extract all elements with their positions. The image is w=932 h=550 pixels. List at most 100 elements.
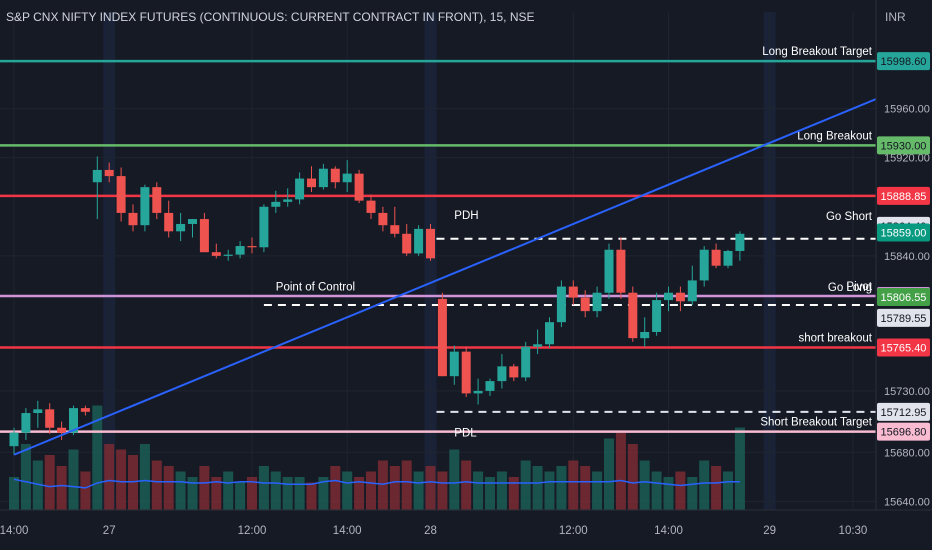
price-label-box — [877, 52, 930, 71]
annotation-label: Point of Control — [276, 281, 355, 293]
candle-body — [21, 413, 31, 433]
volume-bar — [485, 477, 495, 510]
candle-body — [188, 219, 197, 224]
candle-body — [354, 173, 364, 201]
volume-bar — [556, 466, 567, 510]
candle-body — [461, 351, 471, 394]
volume-bar — [294, 477, 305, 510]
volume-bar — [449, 449, 460, 510]
price-label-box — [877, 136, 930, 155]
candle-body — [711, 249, 721, 266]
trendline-layer[interactable] — [13, 80, 919, 456]
candle-body — [604, 249, 614, 293]
candle-body — [259, 206, 269, 248]
y-tick-label: 15920.00 — [884, 153, 930, 165]
candle-body — [640, 331, 650, 339]
candle-body — [580, 297, 590, 312]
volume-bar — [68, 449, 79, 510]
volume-bar — [20, 444, 31, 510]
volume-bar — [580, 466, 591, 510]
candle-body — [104, 169, 114, 177]
volume-bar — [175, 471, 186, 510]
level-name: Pivot — [846, 281, 872, 293]
candle-body — [330, 168, 340, 183]
candle-body — [45, 409, 55, 428]
price-label-text: 15998.60 — [881, 56, 927, 68]
candle-body — [33, 409, 43, 414]
volume-bar — [473, 471, 484, 510]
candle-body — [699, 249, 709, 281]
candle-body — [116, 176, 126, 213]
volume-bar — [151, 460, 162, 510]
volume-bar — [413, 471, 424, 510]
volume-bar — [199, 466, 210, 510]
volume-bar — [401, 460, 412, 510]
x-tick-label: 12:00 — [559, 525, 588, 537]
y-tick-label: 15840.00 — [884, 251, 930, 263]
candle-body — [735, 233, 745, 251]
volume-bar — [32, 460, 43, 510]
volume-bar — [342, 471, 353, 510]
price-label-text: 15930.00 — [881, 140, 927, 152]
volume-bar — [711, 466, 722, 510]
candle-body — [92, 169, 102, 183]
volume-bar — [425, 466, 436, 510]
x-tick-label: 12:00 — [238, 525, 267, 537]
x-tick-label: 27 — [103, 525, 116, 537]
annotation-label: PDL — [454, 427, 477, 439]
candle-body — [652, 300, 662, 332]
candle-body — [533, 344, 543, 347]
candle-body — [556, 286, 566, 323]
level-name: Go Long — [828, 282, 872, 294]
candle-body — [211, 252, 221, 256]
candle-body — [723, 250, 733, 266]
chart-title: S&P CNX NIFTY INDEX FUTURES (CONTINUOUS:… — [6, 10, 535, 24]
volume-bar — [9, 477, 19, 510]
candle-body — [485, 381, 495, 391]
candle-body — [235, 246, 245, 255]
volume-bars — [9, 405, 745, 510]
candle-body — [140, 187, 150, 226]
price-label-box — [877, 308, 930, 327]
volume-bar — [639, 460, 650, 510]
volume-bar — [247, 477, 257, 510]
volume-bar — [80, 471, 91, 510]
volume-bar — [187, 477, 198, 510]
candle-body — [283, 199, 293, 202]
candle-body — [426, 228, 435, 259]
candle-body — [473, 390, 483, 394]
candle-body — [318, 168, 328, 188]
x-tick-label: 14:00 — [0, 525, 28, 537]
price-label-text: 15712.95 — [881, 407, 927, 419]
volume-bar — [318, 477, 329, 510]
price-label-text: 15765.40 — [881, 342, 927, 354]
candle-body — [295, 178, 305, 200]
price-label-text: 15806.55 — [881, 292, 927, 304]
price-label-text: 15696.80 — [881, 427, 927, 439]
candle-body — [497, 366, 507, 382]
volume-bar — [461, 460, 472, 510]
candle-body — [69, 408, 78, 433]
volume-bar — [104, 444, 115, 510]
volume-bar — [734, 427, 745, 510]
volume-bar — [532, 466, 543, 510]
trendline[interactable] — [13, 80, 919, 456]
volume-bar — [56, 466, 67, 510]
annotation-label: PDH — [454, 210, 478, 222]
candle-body — [247, 246, 257, 248]
currency-label: INR — [885, 10, 906, 24]
candle-body — [176, 223, 186, 232]
volume-bar — [604, 438, 614, 510]
candle-body — [223, 254, 233, 256]
candle-body — [57, 427, 67, 433]
candle-body — [402, 233, 412, 254]
x-tick-label: 14:00 — [654, 525, 683, 537]
volume-bar — [258, 466, 269, 510]
price-label-text: 15888.85 — [881, 191, 927, 203]
candle-body — [199, 219, 209, 253]
candle-body — [628, 292, 638, 339]
candle-body — [568, 286, 578, 298]
candle-body — [449, 351, 459, 377]
